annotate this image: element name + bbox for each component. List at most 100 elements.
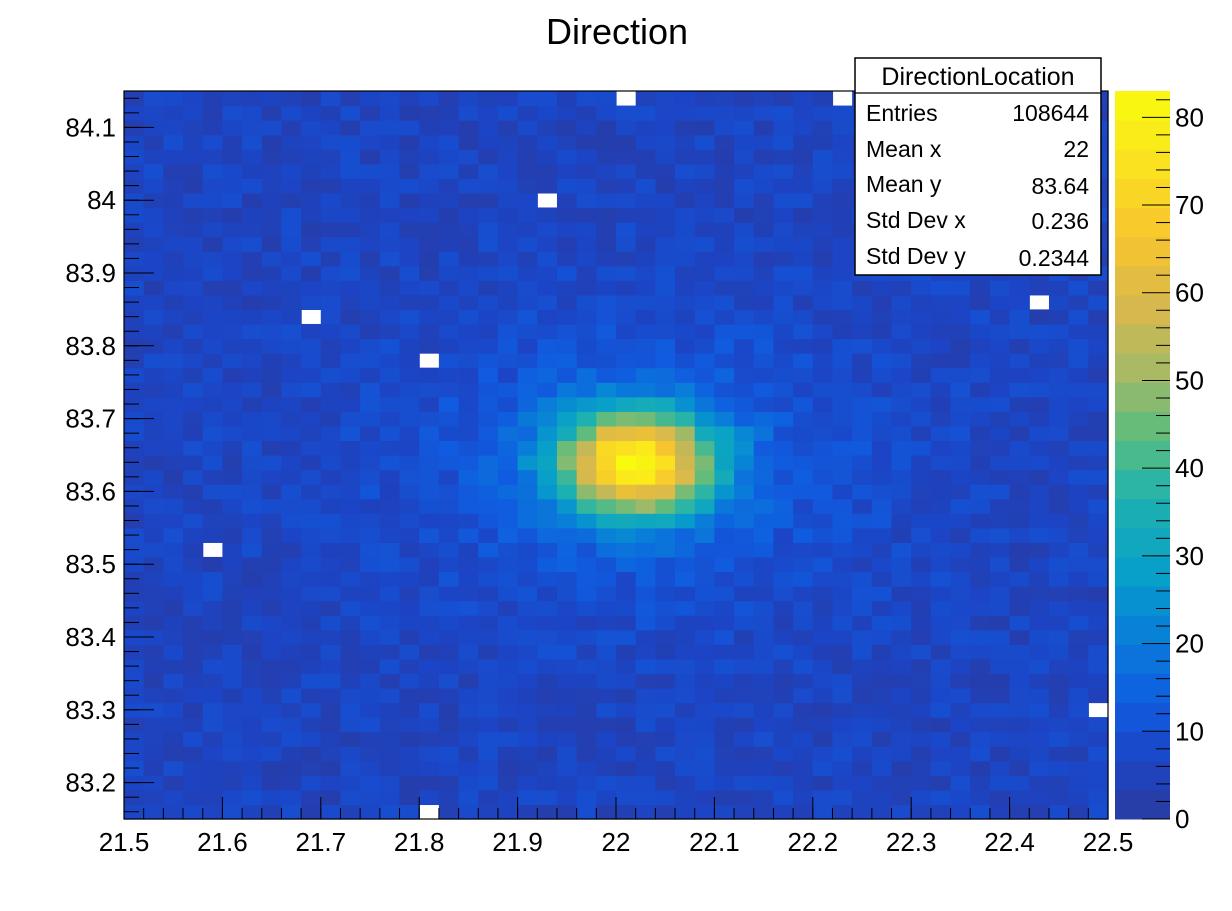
heatmap-cell bbox=[832, 425, 853, 442]
heatmap-cell bbox=[183, 644, 204, 660]
heatmap-cell bbox=[616, 571, 637, 587]
heatmap-cell bbox=[832, 280, 853, 296]
heatmap-cell bbox=[419, 367, 440, 383]
heatmap-cell bbox=[360, 353, 381, 369]
heatmap-cell bbox=[222, 556, 243, 573]
heatmap-cell bbox=[871, 556, 893, 573]
heatmap-cell bbox=[478, 804, 499, 820]
heatmap-cell bbox=[458, 192, 479, 209]
heatmap-cell bbox=[1088, 280, 1109, 296]
heatmap-cell bbox=[202, 775, 223, 791]
heatmap-cell bbox=[517, 440, 538, 456]
heatmap-cell bbox=[183, 425, 204, 442]
heatmap-cell bbox=[419, 294, 440, 310]
heatmap-cell bbox=[753, 469, 775, 485]
heatmap-cell bbox=[242, 105, 263, 121]
heatmap-cell bbox=[891, 717, 912, 733]
heatmap-cell bbox=[281, 687, 302, 704]
heatmap-cell bbox=[222, 571, 243, 587]
heatmap-cell bbox=[183, 382, 204, 398]
heatmap-cell bbox=[497, 265, 519, 281]
heatmap-cell bbox=[183, 91, 204, 107]
heatmap-cell bbox=[1048, 731, 1070, 747]
heatmap-cell bbox=[458, 717, 479, 733]
heatmap-cell bbox=[202, 251, 223, 267]
heatmap-cell bbox=[1029, 556, 1050, 573]
heatmap-cell bbox=[911, 280, 932, 296]
heatmap-cell bbox=[793, 149, 814, 165]
heatmap-cell bbox=[497, 134, 519, 150]
heatmap-cell bbox=[911, 615, 932, 631]
heatmap-cell bbox=[301, 702, 322, 718]
heatmap-cell bbox=[852, 615, 873, 631]
heatmap-cell bbox=[832, 251, 853, 267]
heatmap-cell bbox=[1029, 367, 1050, 383]
heatmap-cell bbox=[675, 353, 696, 369]
heatmap-cell bbox=[852, 280, 873, 296]
heatmap-cell bbox=[261, 134, 283, 150]
heatmap-cell bbox=[773, 484, 794, 500]
heatmap-cell bbox=[143, 717, 164, 733]
heatmap-cell bbox=[143, 207, 164, 223]
heatmap-cell bbox=[419, 615, 440, 631]
heatmap-cell bbox=[812, 469, 834, 485]
heatmap-cell bbox=[261, 323, 283, 340]
heatmap-cell bbox=[143, 309, 164, 325]
heatmap-cell bbox=[340, 134, 361, 150]
heatmap-cell bbox=[753, 527, 775, 543]
heatmap-cell bbox=[360, 658, 381, 674]
heatmap-cell bbox=[812, 440, 834, 456]
heatmap-cell bbox=[320, 265, 342, 281]
heatmap-cell bbox=[1088, 717, 1109, 733]
heatmap-cell bbox=[950, 411, 971, 427]
heatmap-cell bbox=[143, 91, 164, 107]
heatmap-cell bbox=[616, 134, 637, 150]
heatmap-cell bbox=[911, 746, 932, 762]
heatmap-cell bbox=[635, 629, 656, 645]
heatmap-cell bbox=[655, 644, 676, 660]
heatmap-cell bbox=[812, 309, 834, 325]
heatmap-cell bbox=[891, 600, 912, 616]
heatmap-cell bbox=[438, 192, 460, 209]
heatmap-cell bbox=[281, 484, 302, 500]
heatmap-cell bbox=[281, 760, 302, 776]
heatmap-cell bbox=[970, 673, 991, 689]
heatmap-cell bbox=[556, 382, 578, 398]
heatmap-cell bbox=[1009, 731, 1030, 747]
heatmap-cell bbox=[556, 687, 578, 704]
heatmap-cell bbox=[812, 207, 834, 223]
heatmap-cell bbox=[576, 687, 597, 704]
heatmap-cell bbox=[497, 571, 519, 587]
heatmap-cell bbox=[556, 746, 578, 762]
heatmap-cell bbox=[537, 571, 558, 587]
heatmap-cell bbox=[911, 484, 932, 500]
heatmap-cell bbox=[852, 367, 873, 383]
heatmap-cells bbox=[124, 91, 1109, 820]
heatmap-cell bbox=[242, 513, 263, 529]
heatmap-cell bbox=[1088, 353, 1109, 369]
heatmap-cell bbox=[202, 309, 223, 325]
heatmap-cell bbox=[616, 556, 637, 573]
heatmap-cell bbox=[1009, 527, 1030, 543]
heatmap-cell bbox=[301, 105, 322, 121]
heatmap-cell bbox=[1009, 702, 1030, 718]
heatmap-cell bbox=[478, 542, 499, 558]
heatmap-cell bbox=[1048, 527, 1070, 543]
heatmap-cell bbox=[576, 600, 597, 616]
heatmap-cell bbox=[261, 542, 283, 558]
heatmap-cell bbox=[773, 789, 794, 806]
heatmap-cell bbox=[301, 789, 322, 806]
heatmap-cell bbox=[222, 440, 243, 456]
heatmap-cell bbox=[1048, 280, 1070, 296]
heatmap-cell bbox=[497, 323, 519, 340]
heatmap-cell bbox=[183, 251, 204, 267]
heatmap-cell bbox=[675, 556, 696, 573]
heatmap-cell bbox=[714, 294, 735, 310]
heatmap-cell bbox=[360, 396, 381, 412]
heatmap-cell bbox=[379, 309, 401, 325]
heatmap-cell bbox=[143, 251, 164, 267]
heatmap-cell bbox=[261, 367, 283, 383]
heatmap-cell bbox=[478, 673, 499, 689]
heatmap-cell bbox=[989, 600, 1011, 616]
heatmap-cell bbox=[714, 440, 735, 456]
